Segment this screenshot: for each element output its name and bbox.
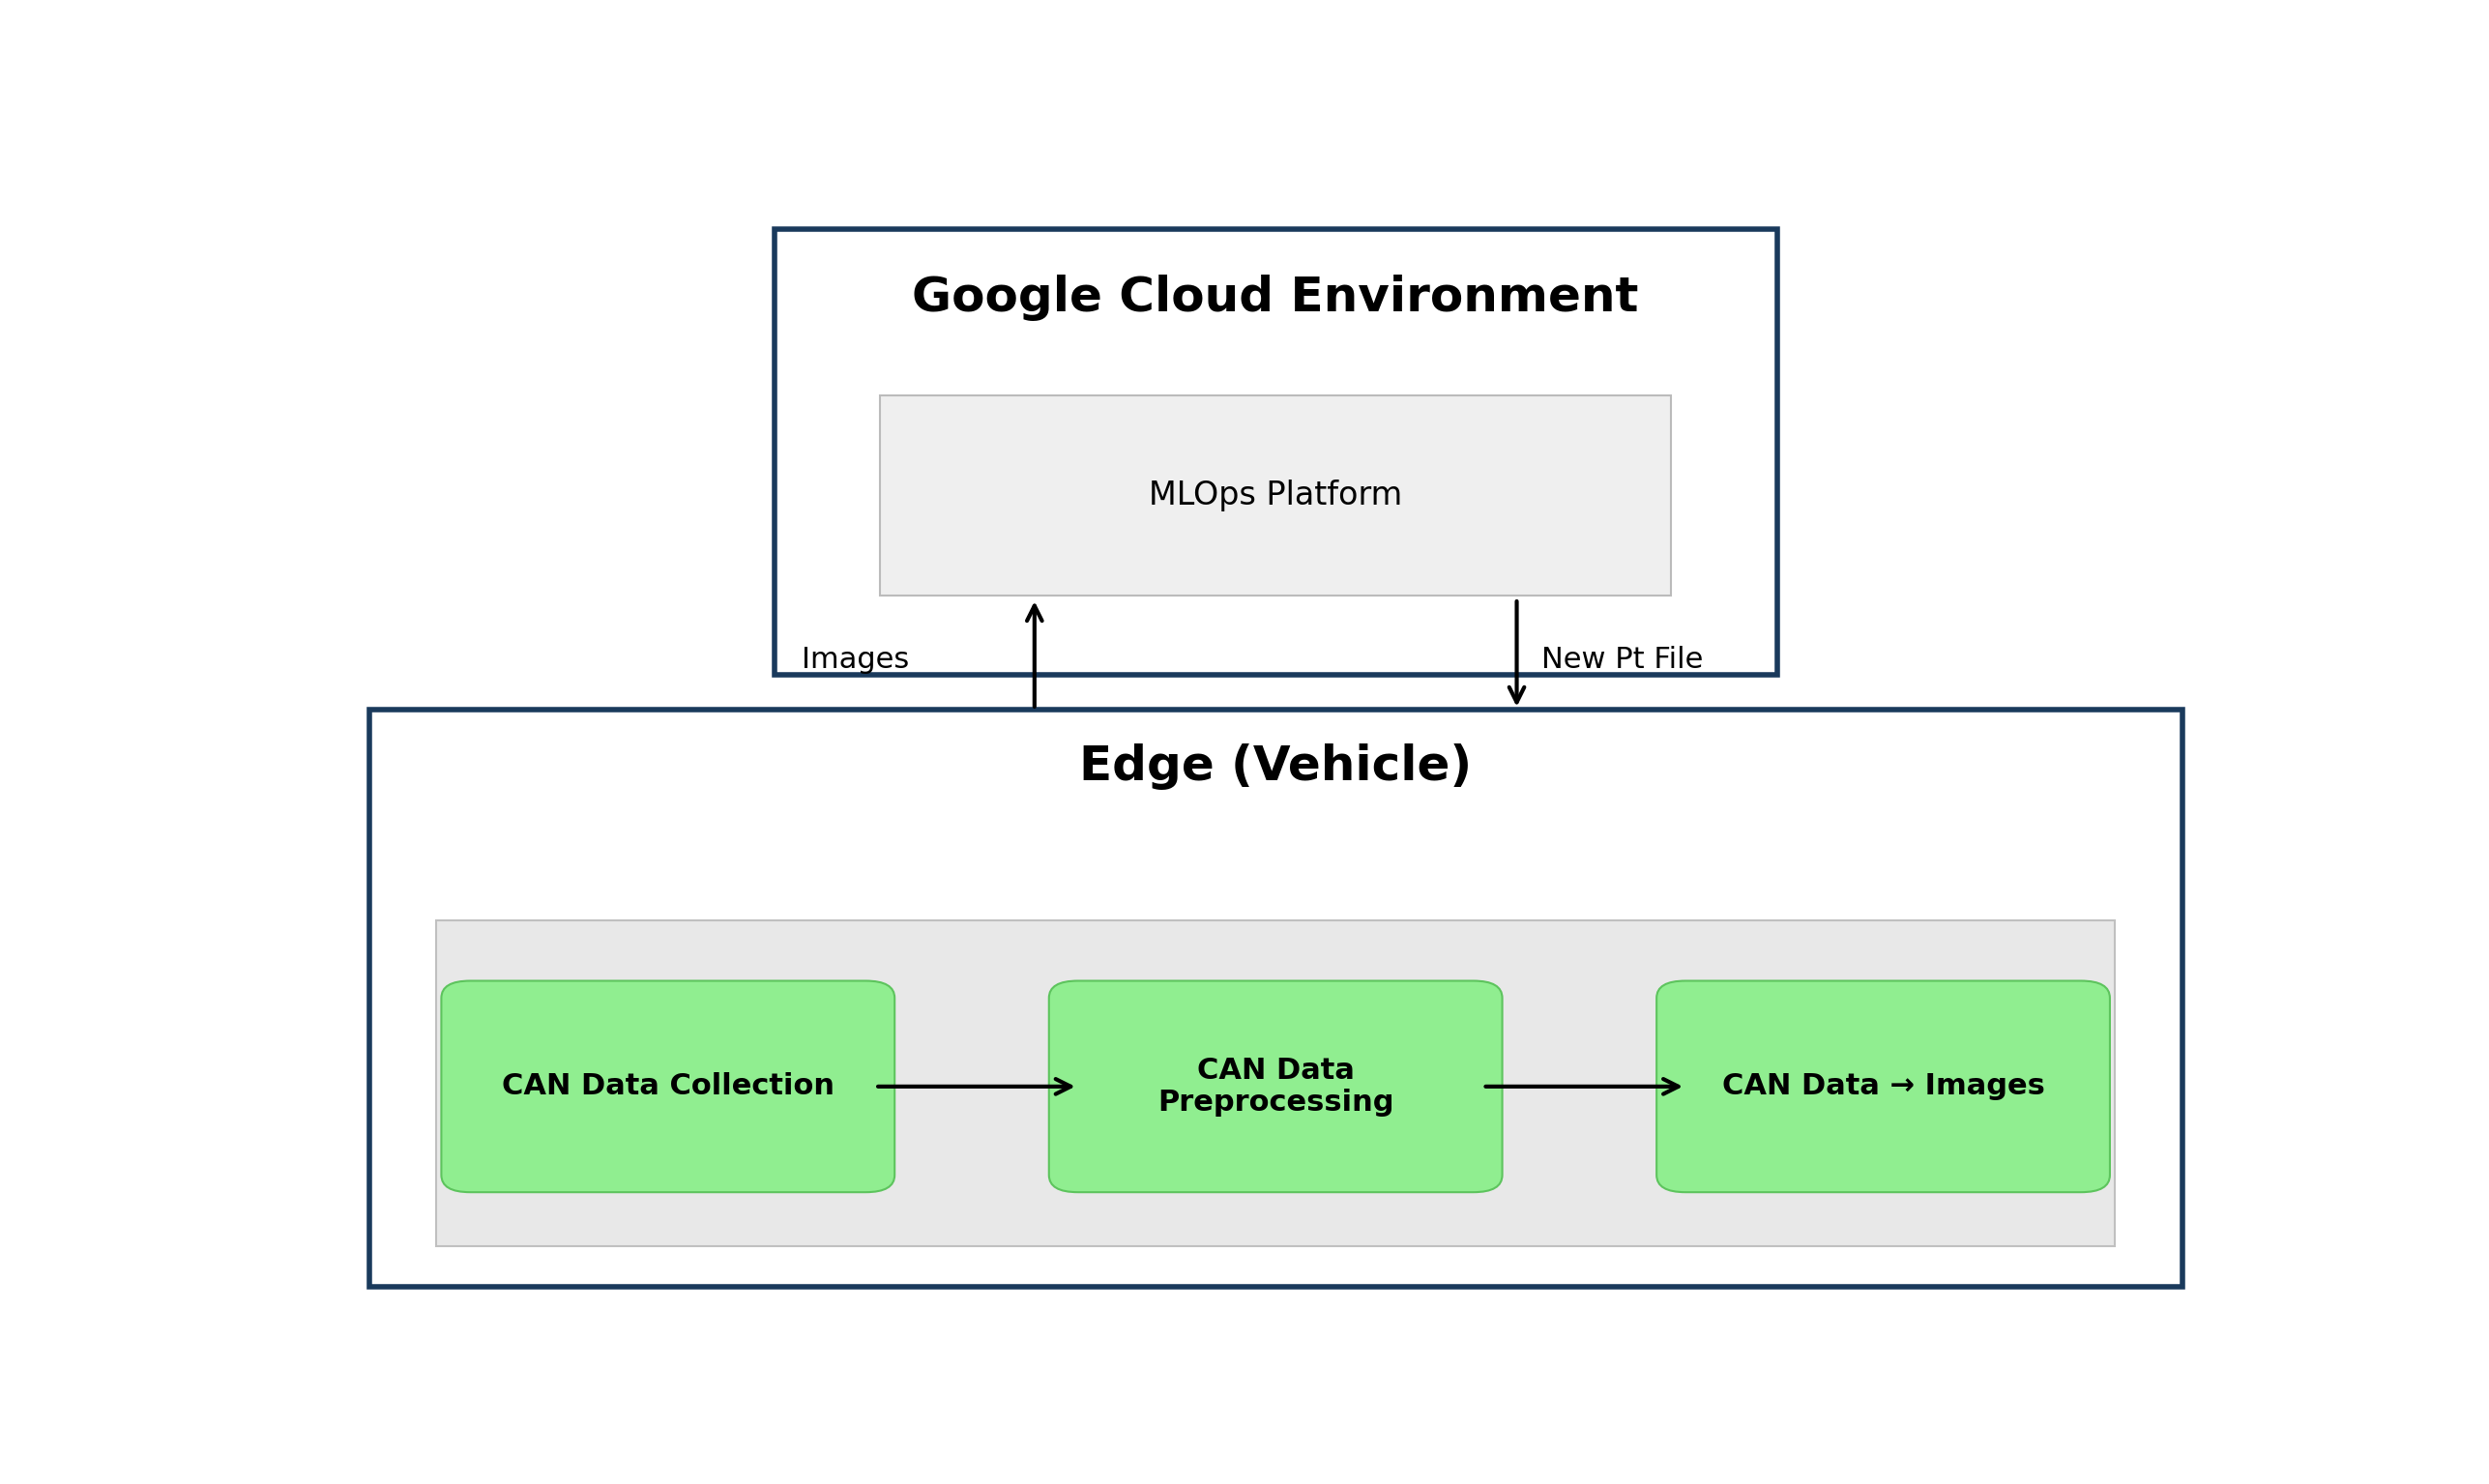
- FancyBboxPatch shape: [1658, 981, 2111, 1192]
- Text: CAN Data Collection: CAN Data Collection: [503, 1073, 834, 1101]
- FancyBboxPatch shape: [774, 230, 1777, 675]
- Text: Google Cloud Environment: Google Cloud Environment: [913, 275, 1638, 321]
- Text: New Pt File: New Pt File: [1541, 646, 1702, 674]
- Text: CAN Data → Images: CAN Data → Images: [1722, 1073, 2043, 1101]
- Text: CAN Data
Preprocessing: CAN Data Preprocessing: [1157, 1057, 1394, 1117]
- FancyBboxPatch shape: [1048, 981, 1503, 1192]
- FancyBboxPatch shape: [881, 395, 1670, 595]
- Text: MLOps Platform: MLOps Platform: [1150, 479, 1401, 510]
- Text: Images: Images: [801, 646, 908, 674]
- Text: Edge (Vehicle): Edge (Vehicle): [1080, 743, 1471, 789]
- FancyBboxPatch shape: [368, 709, 2183, 1287]
- FancyBboxPatch shape: [436, 920, 2116, 1247]
- FancyBboxPatch shape: [441, 981, 894, 1192]
